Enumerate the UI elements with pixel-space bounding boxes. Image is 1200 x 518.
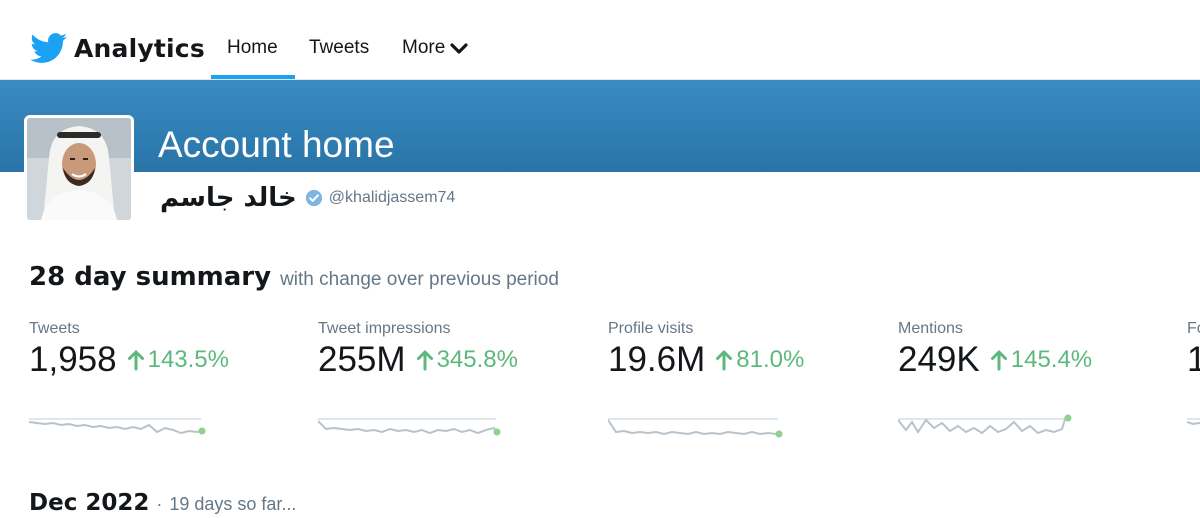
active-tab-indicator bbox=[211, 75, 295, 80]
metric-tweets: Tweets 1,958 143.5% bbox=[29, 320, 299, 380]
metric-value: 19.6M bbox=[608, 340, 706, 379]
sparkline-tweet-impressions bbox=[318, 418, 501, 436]
brand-title: Analytics bbox=[74, 33, 205, 63]
summary-subtitle: with change over previous period bbox=[280, 269, 559, 290]
chevron-down-icon bbox=[450, 43, 468, 54]
top-navigation: Analytics Home Tweets More bbox=[0, 0, 1200, 80]
analytics-brand[interactable]: Analytics bbox=[30, 30, 205, 66]
metric-label: Mentions bbox=[898, 320, 963, 337]
period-header: Dec 2022 · 19 days so far... bbox=[29, 490, 296, 516]
metric-change: 81.0% bbox=[715, 346, 804, 374]
arrow-up-icon bbox=[127, 350, 144, 371]
verified-badge-icon bbox=[305, 189, 322, 207]
metric-followers-partial: Fo 1 bbox=[1187, 320, 1200, 380]
metric-label: Tweets bbox=[29, 320, 80, 337]
tab-tweets[interactable]: Tweets bbox=[309, 37, 370, 58]
metric-change-value: 143.5% bbox=[147, 346, 229, 373]
period-subtitle: 19 days so far... bbox=[169, 494, 297, 514]
metric-change-value: 145.4% bbox=[1010, 346, 1093, 373]
nav-divider bbox=[0, 79, 1200, 80]
metric-value: 249K bbox=[898, 340, 980, 379]
avatar[interactable] bbox=[24, 115, 134, 223]
metric-change: 345.8% bbox=[416, 346, 518, 374]
metric-tweet-impressions: Tweet impressions 255M 345.8% bbox=[318, 320, 588, 380]
metric-value: 255M bbox=[318, 340, 406, 379]
metric-label: Profile visits bbox=[608, 320, 694, 337]
period-title: Dec 2022 bbox=[29, 490, 150, 516]
profile-photo bbox=[27, 118, 131, 220]
account-handle[interactable]: @khalidjassem74 bbox=[328, 189, 456, 206]
metric-change: 143.5% bbox=[127, 346, 229, 374]
account-banner bbox=[0, 80, 1200, 172]
metric-label: Tweet impressions bbox=[318, 320, 451, 337]
metric-change-value: 81.0% bbox=[736, 346, 805, 373]
arrow-up-icon bbox=[990, 350, 1007, 371]
metric-profile-visits: Profile visits 19.6M 81.0% bbox=[608, 320, 878, 380]
account-identity: خالد جاسم @khalidjassem74 bbox=[160, 180, 455, 216]
summary-header: 28 day summary with change over previous… bbox=[29, 262, 559, 292]
sparkline-followers-partial bbox=[1187, 418, 1200, 426]
period-separator: · bbox=[156, 494, 163, 514]
arrow-up-icon bbox=[716, 350, 733, 371]
sparkline-tweets bbox=[29, 418, 206, 435]
metric-change-value: 345.8% bbox=[436, 346, 518, 373]
metric-value: 1,958 bbox=[29, 340, 117, 379]
display-name: خالد جاسم bbox=[160, 183, 297, 213]
sparkline-profile-visits bbox=[608, 418, 783, 438]
tab-home[interactable]: Home bbox=[227, 37, 278, 58]
tab-more-label: More bbox=[402, 37, 446, 58]
metric-change: 145.4% bbox=[990, 346, 1092, 374]
metric-label: Fo bbox=[1187, 320, 1200, 337]
summary-title: 28 day summary bbox=[29, 262, 272, 292]
page-title: Account home bbox=[158, 124, 395, 165]
tab-more[interactable]: More bbox=[402, 37, 468, 59]
sparkline-mentions bbox=[898, 414, 1072, 435]
arrow-up-icon bbox=[416, 350, 433, 371]
metric-mentions: Mentions 249K 145.4% bbox=[898, 320, 1168, 380]
twitter-bird-icon bbox=[30, 32, 67, 63]
metric-value: 1 bbox=[1187, 340, 1200, 379]
